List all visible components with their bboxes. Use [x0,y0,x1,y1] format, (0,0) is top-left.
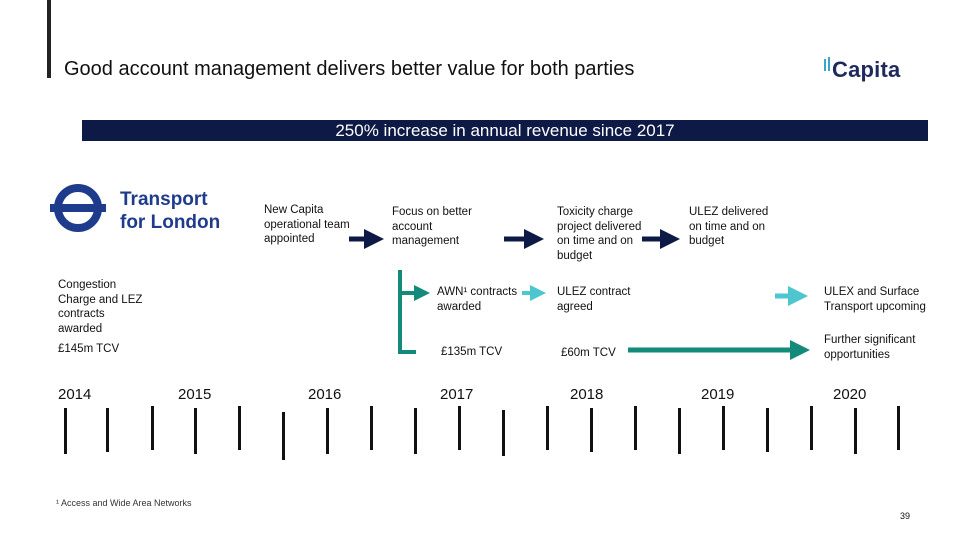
timeline-tick [766,408,769,452]
page-title: Good account management delivers better … [64,58,635,80]
timeline-tick [722,406,725,450]
milestone-ulex-surface: ULEX and Surface Transport upcoming [824,286,926,313]
timeline-tick [414,408,417,454]
tfl-logo: Transport for London [48,184,248,236]
timeline-tick [194,408,197,454]
logo-mark-icon-2 [828,57,830,71]
connector-2017 [398,270,416,354]
timeline-tick [282,412,285,460]
tcv-2018: £60m TCV [561,347,616,359]
timeline-tick [458,406,461,450]
timeline-tick [897,406,900,450]
timeline-tick [546,406,549,450]
tcv-2017: £135m TCV [441,346,503,358]
tcv-2014: £145m TCV [58,343,120,355]
timeline-tick [590,408,593,452]
timeline-tick [370,406,373,450]
timeline-tick [326,408,329,454]
timeline-tick [151,406,154,450]
year-2020: 2020 [833,386,867,403]
milestone-focus: Focus on better account management [392,206,472,247]
milestone-ulez-delivered: ULEZ delivered on time and on budget [689,206,769,247]
timeline-tick [678,408,681,454]
title-accent-bar [47,0,51,78]
timeline-tick [106,408,109,452]
timeline-tick [854,408,857,454]
logo-mark-icon [824,59,826,71]
tfl-logo-text: Transport for London [120,188,220,234]
timeline-tick [64,408,67,454]
footnote: ¹ Access and Wide Area Networks [56,498,192,508]
milestone-further: Further significant opportunities [824,334,916,361]
page-number: 39 [900,511,911,521]
capita-logo: Capita [822,55,922,87]
milestone-new-team: New Capita operational team appointed [264,204,350,245]
year-2014: 2014 [58,386,92,403]
timeline-tick [502,410,505,456]
tfl-roundel-icon [50,184,106,232]
year-2017: 2017 [440,386,474,403]
revenue-banner: 250% increase in annual revenue since 20… [82,120,928,141]
milestone-toxicity: Toxicity charge project delivered on tim… [557,206,642,262]
year-2016: 2016 [308,386,342,403]
tfl-logo-line1: Transport [120,189,208,210]
timeline-tick [810,406,813,450]
milestone-awn: AWN¹ contracts awarded [437,286,518,313]
timeline-tick [238,406,241,450]
milestone-ulez-contract: ULEZ contract agreed [557,286,631,313]
year-2018: 2018 [570,386,604,403]
capita-logo-text: Capita [832,57,901,82]
milestone-congestion: Congestion Charge and LEZ contracts awar… [58,279,143,335]
year-2015: 2015 [178,386,212,403]
timeline-tick [634,406,637,450]
tfl-logo-line2: for London [120,212,221,233]
year-2019: 2019 [701,386,735,403]
